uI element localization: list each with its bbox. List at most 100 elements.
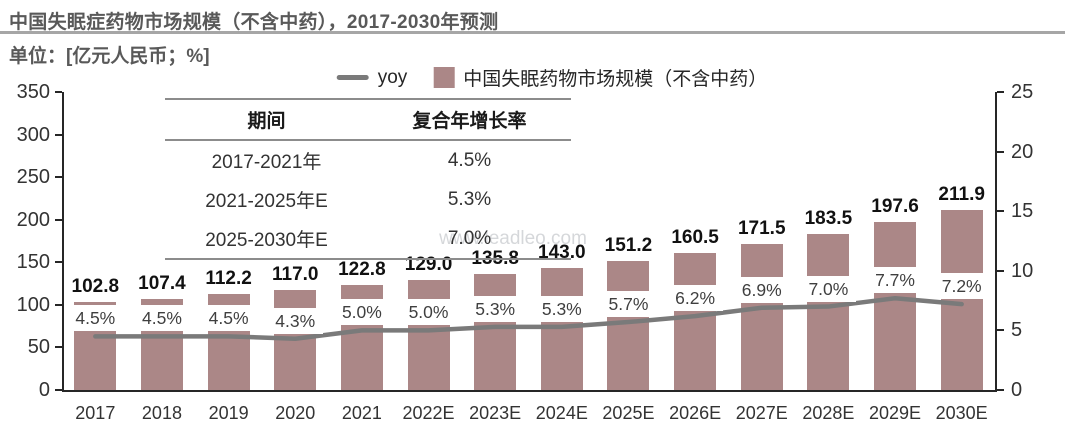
bar-value-label: 122.8 [338,259,386,281]
yoy-point-label: 6.9% [733,276,790,303]
left-tick-mark [55,133,62,136]
legend-item-market-label: 中国失眠药物市场规模（不含中药） [463,69,768,90]
x-axis-label: 2021 [341,403,382,423]
yoy-point-label: 7.7% [867,267,924,294]
x-axis-label: 2020 [275,403,316,423]
yoy-point-label: 4.5% [67,305,124,332]
yoy-point-label: 5.0% [400,299,457,326]
left-tick-label: 300 [16,123,50,146]
yoy-point-label: 6.2% [667,285,724,312]
x-axis-label: 2025E [602,403,655,423]
legend-item-yoy: yoy [336,66,408,89]
cagr-row: 2017-2021年 4.5% [165,140,571,180]
bar [674,253,717,390]
bar-value-label: 117.0 [272,264,319,286]
left-tick-label: 250 [16,166,50,189]
bar-value-label: 160.5 [671,227,719,249]
yoy-point-label: 5.3% [533,295,590,322]
bar-value-label: 211.9 [938,183,985,205]
yoy-point-label: 4.5% [200,305,257,332]
left-tick-mark [55,218,62,221]
right-tick-label: 5 [1011,319,1023,342]
bar [474,274,517,390]
legend: yoy 中国失眠药物市场规模（不含中药） [336,64,767,91]
cagr-rate: 5.3% [447,188,492,210]
x-axis-label: 2030E [935,403,988,423]
title-divider [0,31,1065,34]
cagr-rate: 4.5% [447,149,492,171]
x-axis-label: 2027E [735,403,788,423]
cagr-rate: 7.0% [368,219,571,260]
left-tick-label: 0 [38,379,50,401]
left-tick-mark [55,346,62,349]
left-tick-label: 200 [16,208,50,231]
unit-label: 单位：[亿元人民币；%] [9,46,210,67]
right-tick-label: 15 [1011,200,1034,223]
bar [607,261,650,390]
x-axis-label: 2026E [669,403,722,423]
x-axis-label: 2017 [75,403,116,423]
left-tick-mark [55,91,62,93]
yoy-point-label: 5.7% [600,291,657,318]
right-tick-mark [997,269,1004,272]
right-tick-label: 10 [1011,259,1034,282]
yoy-point-label: 5.0% [333,299,390,326]
right-tick-mark [997,150,1004,153]
left-tick-mark [55,303,62,306]
yoy-point-label: 4.3% [267,307,324,334]
x-axis-label: 2024E [535,403,588,423]
cagr-period: 2025-2030年E [165,219,368,260]
bar [540,268,583,390]
bar [740,243,783,390]
right-tick-mark [997,91,1004,93]
right-tick-label: 0 [1011,379,1023,401]
cagr-col-rate: 复合年增长率 [368,98,571,141]
bar-value-label: 112.2 [205,268,252,290]
left-tick-label: 150 [16,251,50,274]
cagr-row: 2021-2025年E 5.3% [165,180,571,219]
x-axis-label: 2029E [869,403,922,423]
bar [407,280,450,390]
yoy-point-label: 5.3% [467,295,524,322]
bar [874,221,917,390]
bar-value-label: 197.6 [871,195,919,217]
left-tick-label: 50 [27,336,50,359]
cagr-header-row: 期间 复合年增长率 [165,98,571,141]
x-axis-label: 2028E [802,403,855,423]
yoy-point-label: 4.5% [133,305,190,332]
left-tick-mark [55,176,62,179]
left-tick-mark [55,261,62,264]
legend-item-yoy-label: yoy [377,66,408,88]
left-tick-label: 350 [16,81,50,103]
cagr-period: 2021-2025年E [205,191,328,212]
cagr-table: 期间 复合年增长率 2017-2021年 4.5% 2021-2025年E 5.… [165,98,571,260]
x-axis-label: 2019 [208,403,249,423]
y-axis-right-line [995,92,997,390]
x-axis-label: 2018 [141,403,182,423]
bar-value-label: 183.5 [804,207,853,229]
right-tick-label: 25 [1011,81,1034,103]
left-tick-label: 100 [16,293,50,316]
x-axis-line [62,390,997,392]
right-tick-mark [997,389,1004,391]
bar [940,209,983,390]
left-tick-mark [55,389,62,391]
right-tick-mark [997,210,1004,213]
market-color-swatch [433,67,455,88]
bar-value-label: 107.4 [138,272,186,294]
bar-value-label: 102.8 [71,276,120,298]
yoy-point-label: 7.2% [933,273,990,300]
x-axis-label: 2023E [469,403,522,423]
legend-item-market: 中国失眠药物市场规模（不含中药） [433,64,767,91]
bar-value-label: 151.2 [604,235,653,257]
chart-title: 中国失眠症药物市场规模（不含中药），2017-2030年预测 [9,12,499,33]
y-axis-left-line [62,92,64,390]
right-tick-label: 20 [1011,140,1034,163]
right-tick-mark [997,329,1004,332]
bar [807,233,850,390]
cagr-col-period: 期间 [165,98,368,141]
x-axis-label: 2022E [402,403,455,423]
bar-value-label: 129.0 [404,254,453,276]
